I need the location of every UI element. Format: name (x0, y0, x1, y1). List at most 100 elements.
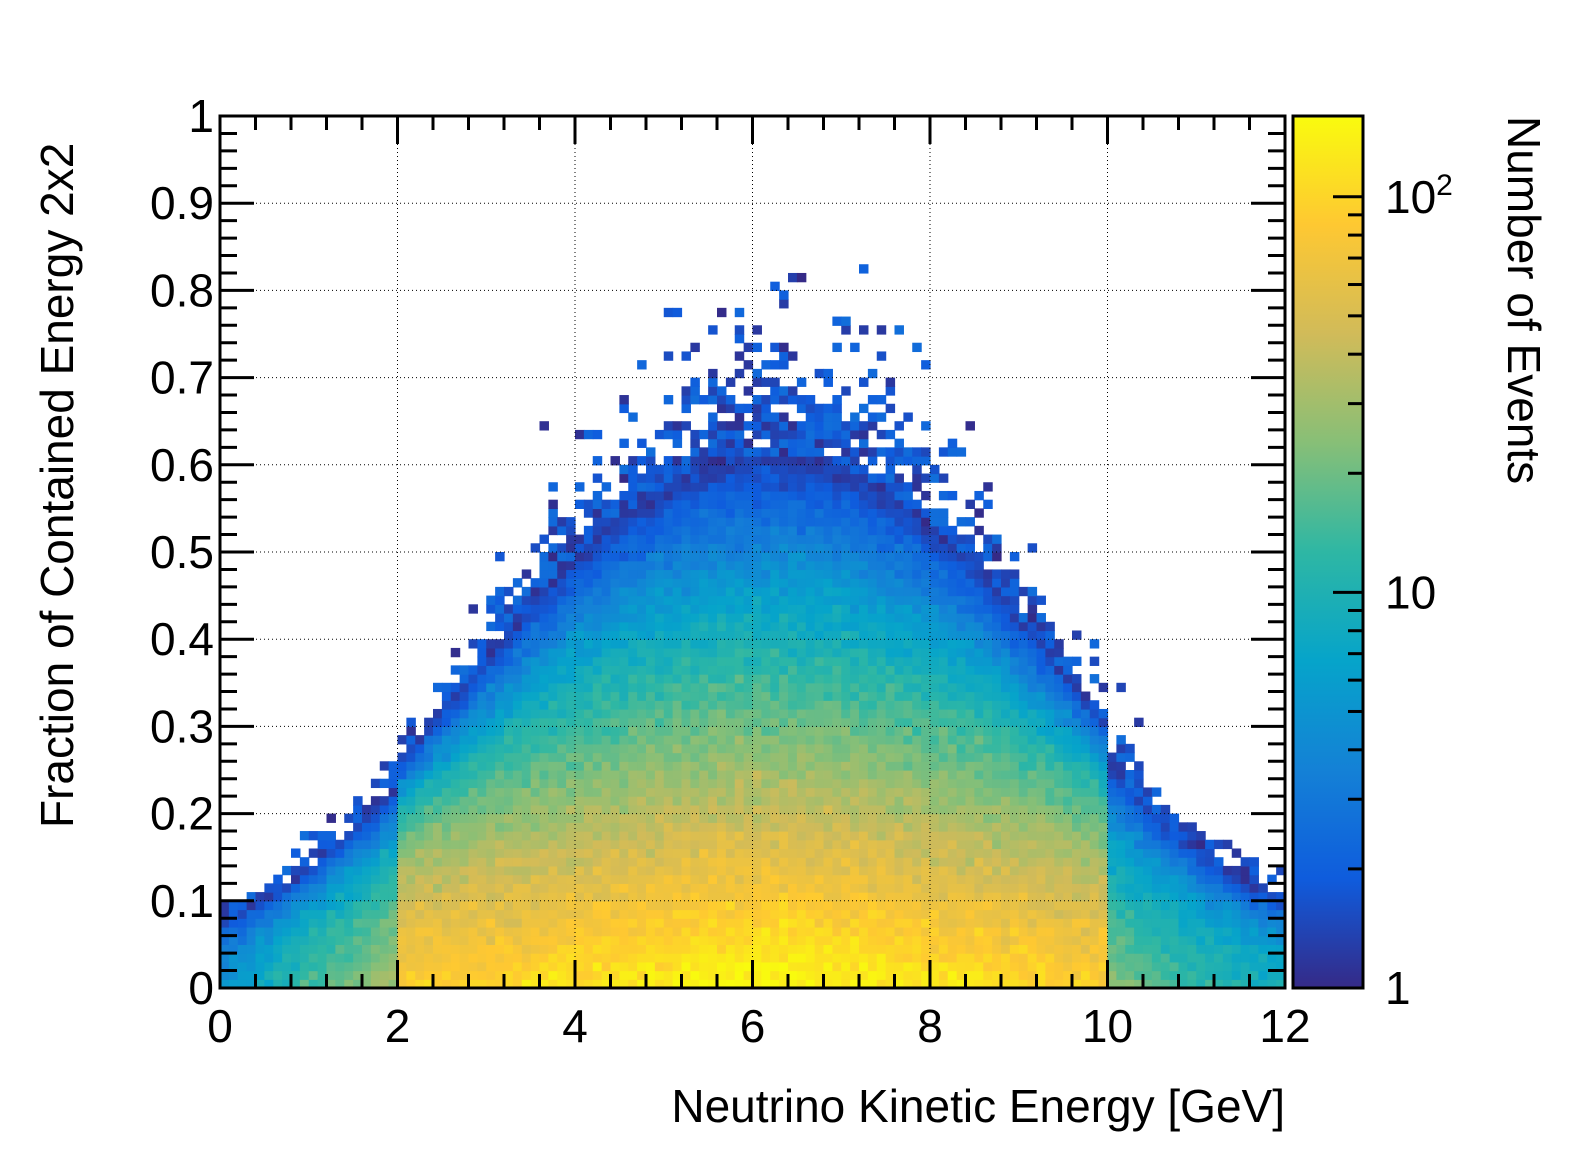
heatmap-cell (867, 865, 878, 876)
heatmap-cell (530, 656, 541, 666)
heatmap-cell (814, 674, 825, 684)
heatmap-cell (646, 813, 656, 823)
heatmap-cell (619, 403, 629, 414)
heatmap-cell (619, 848, 629, 858)
heatmap-cell (788, 761, 798, 771)
heatmap-cell (885, 482, 896, 492)
heatmap-cell (557, 804, 567, 815)
heatmap-cell (388, 857, 399, 867)
heatmap-cell (708, 831, 718, 841)
heatmap-cell (592, 857, 603, 867)
heatmap-cell (814, 464, 825, 475)
heatmap-cell (441, 761, 452, 771)
heatmap-cell (885, 517, 896, 527)
heatmap-cell (1009, 665, 1020, 675)
heatmap-cell (450, 970, 461, 980)
heatmap-cell (814, 473, 825, 483)
heatmap-cell (1072, 970, 1082, 980)
heatmap-cell (1222, 961, 1233, 972)
heatmap-cell (654, 604, 665, 614)
heatmap-cell (424, 726, 434, 736)
heatmap-cell (601, 778, 612, 789)
heatmap-cell (841, 682, 851, 693)
heatmap-cell (1187, 822, 1197, 832)
heatmap-cell (770, 953, 780, 963)
heatmap-cell (876, 447, 887, 457)
heatmap-cell (539, 900, 549, 911)
heatmap-cell (770, 552, 780, 562)
heatmap-cell (912, 482, 922, 492)
heatmap-cell (495, 796, 505, 806)
heatmap-cell (521, 621, 532, 632)
heatmap-cell (859, 743, 869, 754)
heatmap-cell (841, 961, 851, 972)
heatmap-cell (974, 796, 984, 806)
heatmap-cell (344, 865, 354, 876)
heatmap-cell (237, 918, 248, 928)
heatmap-cell (1027, 953, 1038, 963)
heatmap-cell (397, 944, 407, 954)
heatmap-cell (1143, 953, 1153, 963)
heatmap-cell (1045, 761, 1055, 771)
heatmap-cell (974, 665, 984, 675)
heatmap-cell (299, 979, 310, 988)
heatmap-cell (1009, 752, 1020, 762)
heatmap-cell (867, 482, 878, 492)
heatmap-cell (823, 630, 833, 640)
heatmap-cell (876, 848, 887, 858)
heatmap-cell (930, 534, 940, 544)
heatmap-cell (379, 831, 390, 841)
heatmap-cell (583, 804, 594, 815)
heatmap-cell (1018, 979, 1029, 988)
heatmap-cell (530, 717, 541, 727)
heatmap-cell (504, 787, 514, 797)
heatmap-cell (583, 525, 594, 536)
heatmap-cell (921, 604, 931, 614)
heatmap-cell (859, 953, 869, 963)
heatmap-cell (566, 595, 576, 605)
heatmap-cell (1018, 804, 1029, 815)
heatmap-cell (903, 447, 913, 457)
heatmap-cell (850, 761, 860, 771)
heatmap-cell (592, 656, 603, 666)
heatmap-cell (415, 796, 425, 806)
heatmap-cell (388, 874, 399, 884)
heatmap-cell (690, 778, 700, 789)
heatmap-cell (459, 839, 470, 850)
heatmap-cell (974, 578, 984, 588)
heatmap-cell (415, 935, 425, 945)
heatmap-cell (646, 534, 656, 544)
heatmap-cell (734, 953, 745, 963)
heatmap-cell (743, 656, 754, 666)
heatmap-cell (1205, 953, 1215, 963)
heatmap-cell (477, 770, 487, 780)
heatmap-cell (956, 848, 967, 858)
heatmap-cell (788, 543, 798, 553)
heatmap-cell (708, 900, 718, 911)
heatmap-cell (1222, 892, 1233, 902)
heatmap-cell (619, 682, 629, 693)
heatmap-cell (894, 892, 904, 902)
heatmap-cell (583, 604, 594, 614)
heatmap-cell (938, 586, 949, 597)
heatmap-cell (690, 578, 700, 588)
heatmap-cell (752, 456, 762, 466)
heatmap-cell (841, 935, 851, 945)
heatmap-cell (708, 421, 718, 431)
heatmap-cell (734, 682, 745, 693)
heatmap-cell (433, 839, 443, 850)
heatmap-cell (708, 647, 718, 658)
heatmap-cell (379, 839, 390, 850)
heatmap-cell (681, 656, 691, 666)
heatmap-cell (859, 377, 869, 387)
heatmap-cell (823, 508, 833, 518)
heatmap-cell (495, 874, 505, 884)
heatmap-cell (974, 674, 984, 684)
heatmap-cell (1125, 787, 1135, 797)
heatmap-cell (1125, 865, 1135, 876)
heatmap-cell (983, 804, 993, 815)
heatmap-cell (841, 700, 851, 710)
heatmap-cell (690, 839, 700, 850)
heatmap-cell (930, 770, 940, 780)
heatmap-cell (557, 691, 567, 701)
